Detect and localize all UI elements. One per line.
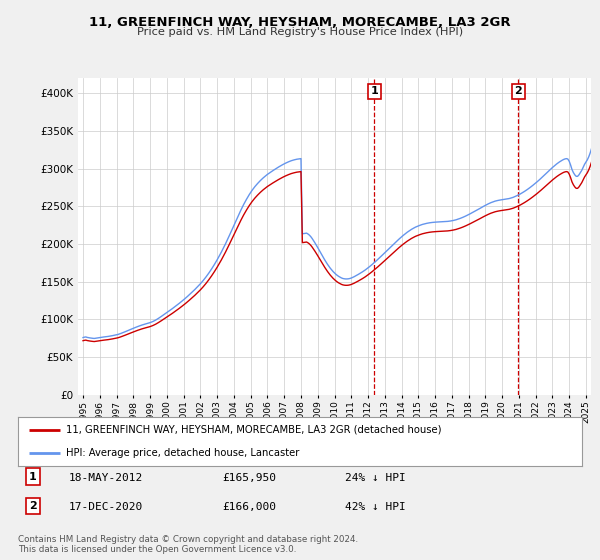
Text: 18-MAY-2012: 18-MAY-2012 (69, 473, 143, 483)
Text: Price paid vs. HM Land Registry's House Price Index (HPI): Price paid vs. HM Land Registry's House … (137, 27, 463, 37)
Text: 2: 2 (514, 86, 522, 96)
Text: 17-DEC-2020: 17-DEC-2020 (69, 502, 143, 512)
Text: HPI: Average price, detached house, Lancaster: HPI: Average price, detached house, Lanc… (66, 447, 299, 458)
Text: 11, GREENFINCH WAY, HEYSHAM, MORECAMBE, LA3 2GR: 11, GREENFINCH WAY, HEYSHAM, MORECAMBE, … (89, 16, 511, 29)
Text: 2: 2 (29, 501, 37, 511)
Text: 11, GREENFINCH WAY, HEYSHAM, MORECAMBE, LA3 2GR (detached house): 11, GREENFINCH WAY, HEYSHAM, MORECAMBE, … (66, 425, 442, 435)
Text: This data is licensed under the Open Government Licence v3.0.: This data is licensed under the Open Gov… (18, 545, 296, 554)
Text: £165,950: £165,950 (222, 473, 276, 483)
Text: 24% ↓ HPI: 24% ↓ HPI (345, 473, 406, 483)
Text: Contains HM Land Registry data © Crown copyright and database right 2024.: Contains HM Land Registry data © Crown c… (18, 535, 358, 544)
Text: 1: 1 (29, 472, 37, 482)
Text: £166,000: £166,000 (222, 502, 276, 512)
Text: 42% ↓ HPI: 42% ↓ HPI (345, 502, 406, 512)
Text: 1: 1 (371, 86, 378, 96)
